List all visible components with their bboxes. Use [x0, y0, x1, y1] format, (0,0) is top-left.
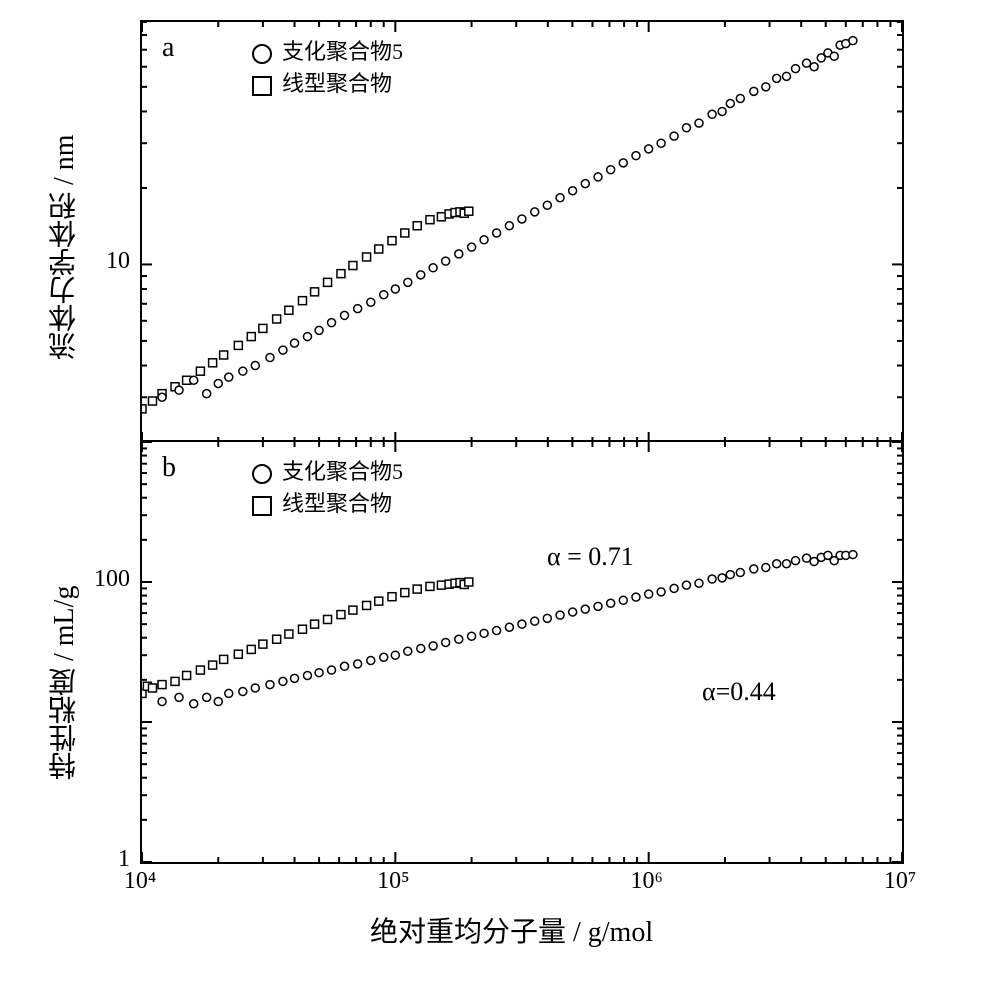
xlabel: 绝对重均分子量 / g/mol: [370, 910, 653, 950]
panel-a-legend: 支化聚合物5 线型聚合物: [252, 34, 403, 98]
square-marker-icon: [252, 76, 272, 96]
panel-b-legend: 支化聚合物5 线型聚合物: [252, 454, 403, 518]
circle-marker-icon: [252, 464, 272, 484]
alpha-branched-annotation: α=0.44: [702, 677, 776, 707]
square-marker-icon: [252, 496, 272, 516]
panel-b: b 支化聚合物5 线型聚合物 α = 0.71 α=0.44: [140, 440, 904, 864]
panel-a: a 支化聚合物5 线型聚合物: [140, 20, 904, 442]
panel-a-label: a: [162, 32, 174, 64]
legend-item-linear: 线型聚合物: [252, 486, 403, 518]
panel-a-ylabel: 流体力学体积 / nm: [45, 100, 85, 360]
legend-item-branched: 支化聚合物5: [252, 454, 403, 486]
legend-item-linear: 线型聚合物: [252, 66, 403, 98]
legend-item-branched: 支化聚合物5: [252, 34, 403, 66]
alpha-linear-annotation: α = 0.71: [547, 542, 634, 572]
panel-b-label: b: [162, 452, 176, 484]
circle-marker-icon: [252, 44, 272, 64]
panel-b-ylabel: 特性粘度 / mL/g: [45, 520, 85, 780]
figure-container: a 支化聚合物5 线型聚合物 b 支化聚合物5 线型聚合物 α = 0.71 α…: [0, 0, 982, 1000]
